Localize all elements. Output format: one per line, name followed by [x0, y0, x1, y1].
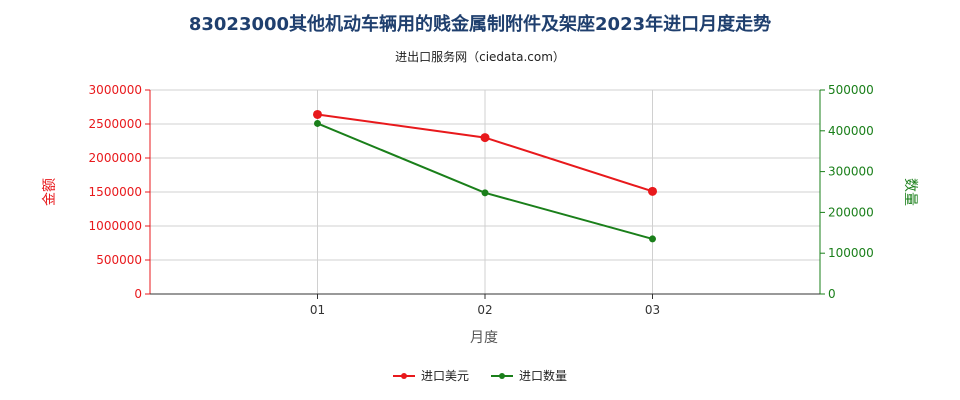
legend-label-import-usd: 进口美元: [420, 369, 469, 383]
left-axis-tick-label: 1000000: [89, 219, 142, 233]
left-axis-tick-label: 500000: [96, 253, 142, 267]
left-axis-tick-label: 0: [134, 287, 142, 301]
left-axis-tick-label: 2500000: [89, 117, 142, 131]
chart-subtitle: 进出口服务网（ciedata.com）: [395, 50, 565, 64]
right-axis-tick-label: 300000: [828, 165, 874, 179]
right-axis-tick-label: 100000: [828, 246, 874, 260]
left-axis-tick-label: 3000000: [89, 83, 142, 97]
left-axis-tick-label: 2000000: [89, 151, 142, 165]
right-axis-tick-label: 200000: [828, 205, 874, 219]
x-axis-tick-label: 02: [477, 303, 492, 317]
legend-swatch-import-qty: [491, 371, 513, 381]
right-axis-tick-label: 500000: [828, 83, 874, 97]
data-point-import-qty: [481, 189, 489, 197]
legend-swatch-import-usd: [392, 371, 415, 381]
legend-label-import-qty: 进口数量: [519, 369, 568, 383]
left-axis-title: 金额: [42, 178, 58, 206]
left-axis-tick-label: 1500000: [89, 185, 142, 199]
data-point-import-usd: [480, 133, 490, 143]
legend: 进口美元 进口数量: [0, 367, 960, 384]
chart-title: 83023000其他机动车辆用的贱金属制附件及架座2023年进口月度走势: [188, 14, 772, 35]
x-axis-tick-label: 03: [645, 303, 660, 317]
x-axis-title: 月度: [470, 330, 498, 346]
right-axis-tick-label: 0: [828, 287, 836, 301]
legend-item-import-qty[interactable]: 进口数量: [491, 367, 567, 384]
right-axis-title: 数量: [902, 178, 918, 206]
x-axis-tick-label: 01: [310, 303, 325, 317]
data-point-import-qty: [649, 235, 656, 243]
right-axis-tick-label: 400000: [828, 124, 874, 138]
data-point-import-qty: [314, 119, 321, 127]
legend-item-import-usd[interactable]: 进口美元: [392, 367, 469, 384]
data-point-import-usd: [313, 109, 322, 119]
data-point-import-usd: [648, 186, 657, 196]
